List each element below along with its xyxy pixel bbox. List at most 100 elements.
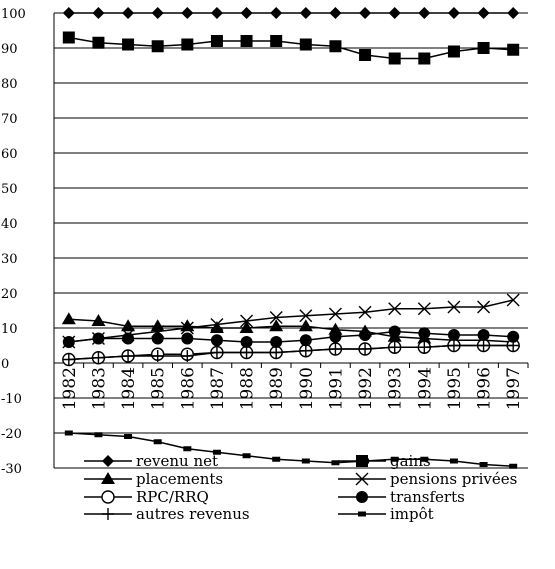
- legend-item: impôt: [338, 505, 434, 523]
- data-point: [449, 458, 458, 464]
- data-point: [180, 319, 195, 332]
- data-point: [94, 432, 103, 438]
- data-point: [240, 7, 253, 19]
- data-point: [299, 344, 312, 357]
- x-tick-label: 1987: [208, 367, 228, 410]
- data-point: [356, 455, 368, 467]
- data-point: [358, 305, 372, 319]
- data-point: [299, 309, 313, 323]
- x-tick-label: 1996: [475, 367, 495, 410]
- data-point: [477, 329, 490, 341]
- data-point: [477, 7, 490, 19]
- y-tick-label: 10: [1, 322, 18, 337]
- x-tick-label: 1985: [149, 367, 169, 410]
- data-point: [447, 45, 460, 58]
- data-point: [62, 336, 75, 348]
- data-point: [447, 329, 460, 341]
- data-point: [388, 341, 401, 354]
- data-point: [150, 319, 165, 332]
- y-tick-label: 20: [1, 287, 18, 302]
- data-point: [507, 330, 520, 343]
- data-point: [301, 458, 310, 464]
- data-point: [92, 351, 105, 364]
- legend-label: transferts: [390, 488, 465, 506]
- data-point: [477, 339, 490, 352]
- data-point: [388, 302, 402, 316]
- data-point: [272, 456, 281, 462]
- data-point: [359, 329, 372, 341]
- data-point: [331, 460, 340, 466]
- data-point: [62, 353, 75, 366]
- x-tick-label: 1993: [386, 367, 406, 410]
- data-point: [62, 31, 75, 44]
- data-point: [388, 325, 401, 338]
- legend-item: autres revenus: [84, 505, 250, 523]
- data-point: [210, 346, 223, 359]
- series-circle-filled: [62, 325, 520, 348]
- legend: revenu net gains placements pensions privée…: [84, 452, 517, 523]
- data-point: [151, 350, 164, 362]
- data-point: [388, 7, 401, 19]
- y-tick-label: 70: [1, 112, 18, 127]
- data-point: [479, 462, 488, 467]
- data-point: [418, 52, 431, 65]
- data-point: [359, 343, 372, 355]
- data-point: [270, 336, 283, 348]
- x-tick-label: 1983: [89, 367, 109, 410]
- data-point: [299, 38, 312, 51]
- y-tick-label: -20: [1, 427, 22, 442]
- legend-item: transferts: [338, 488, 465, 506]
- data-point: [507, 339, 520, 352]
- data-point: [181, 350, 194, 362]
- data-point: [102, 455, 114, 467]
- y-tick-label: 80: [1, 77, 18, 92]
- legend-label: pensions privées: [390, 470, 517, 488]
- data-point: [299, 7, 312, 19]
- series-square: [62, 31, 520, 65]
- data-point: [358, 511, 366, 517]
- data-point: [181, 38, 194, 51]
- data-point: [122, 332, 135, 345]
- data-point: [183, 446, 192, 452]
- data-point: [388, 52, 401, 65]
- data-point: [355, 472, 369, 486]
- series-x: [62, 293, 520, 349]
- data-point: [507, 7, 520, 19]
- legend-item: pensions privées: [338, 470, 517, 488]
- legend-label: placements: [136, 470, 223, 488]
- x-tick-label: 1989: [267, 367, 287, 410]
- x-tick-label: 1994: [415, 367, 435, 410]
- data-point: [328, 322, 343, 335]
- data-point: [124, 434, 133, 439]
- data-point: [62, 7, 75, 19]
- data-point: [122, 350, 135, 362]
- data-point: [92, 7, 105, 19]
- y-tick-label: 40: [1, 217, 18, 232]
- data-point: [299, 334, 312, 347]
- data-point: [92, 36, 105, 49]
- data-point: [151, 40, 164, 53]
- data-point: [417, 302, 431, 316]
- data-point: [181, 332, 194, 345]
- data-point: [240, 35, 253, 47]
- x-tick-label: 1997: [504, 367, 524, 410]
- legend-item: revenu net: [84, 452, 218, 470]
- data-point: [122, 7, 135, 19]
- x-tick-label: 1982: [60, 367, 80, 410]
- data-point: [270, 35, 283, 47]
- data-point: [420, 456, 429, 462]
- y-tick-label: 60: [1, 147, 18, 162]
- data-point: [240, 346, 253, 359]
- series-plus: [62, 339, 520, 366]
- data-point: [356, 491, 368, 503]
- x-tick-label: 1992: [356, 367, 376, 410]
- data-point: [418, 7, 431, 19]
- series-line: [68, 432, 514, 467]
- data-point: [210, 35, 223, 47]
- data-point: [91, 314, 106, 326]
- y-tick-label: 30: [1, 252, 18, 267]
- data-point: [122, 38, 135, 51]
- x-tick-label: 1990: [297, 367, 317, 410]
- series-line: [68, 344, 514, 361]
- legend-label: autres revenus: [136, 505, 250, 523]
